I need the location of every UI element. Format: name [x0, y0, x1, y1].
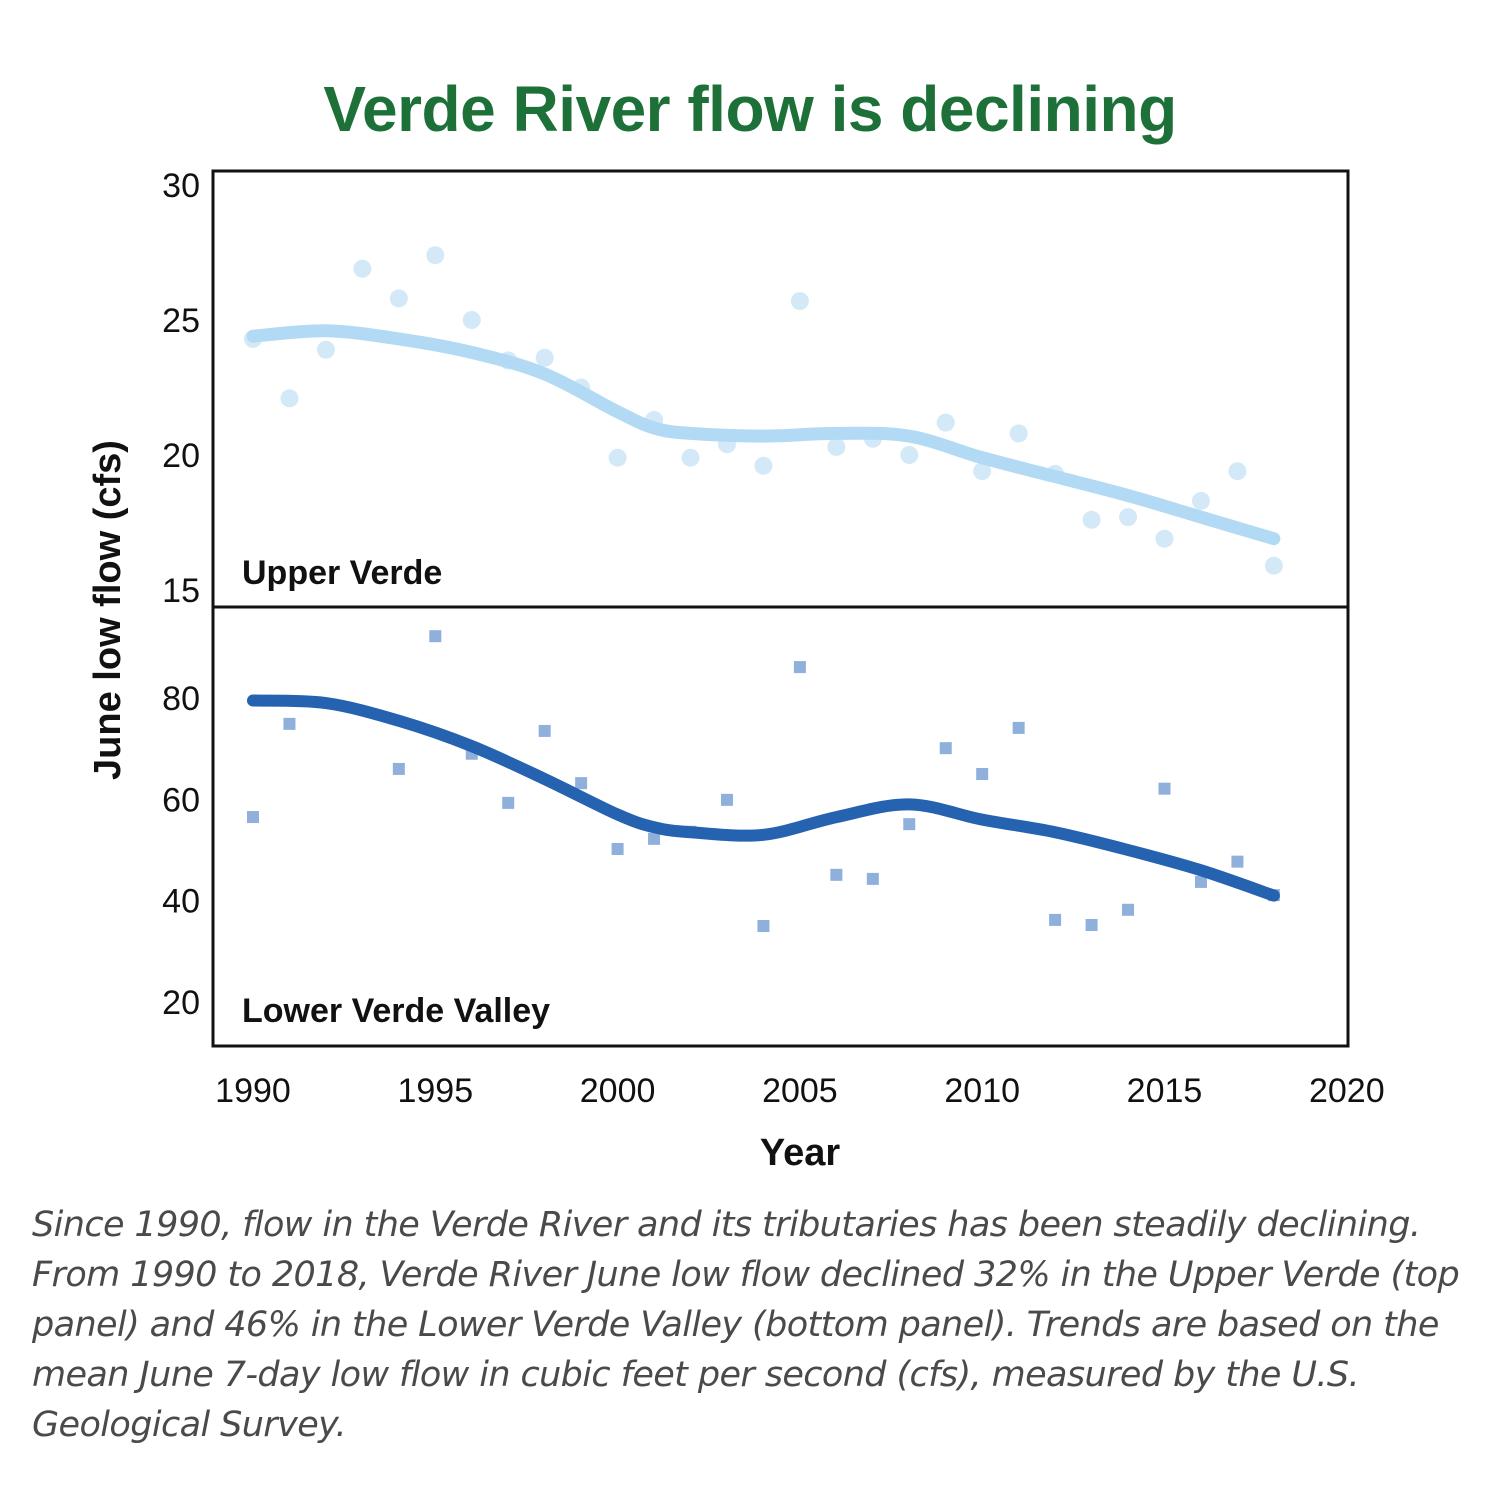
- data-point: [535, 348, 554, 367]
- x-tick-label: 2015: [1127, 1072, 1203, 1110]
- data-point: [754, 456, 773, 475]
- caption: Since 1990, flow in the Verde River and …: [32, 1205, 1460, 1445]
- data-point: [426, 246, 445, 265]
- data-point: [316, 340, 335, 359]
- data-point: [502, 796, 515, 809]
- data-point: [608, 448, 627, 467]
- data-point: [973, 462, 992, 481]
- data-point: [1012, 721, 1025, 734]
- data-point: [720, 793, 733, 806]
- data-point: [936, 413, 955, 432]
- y-tick-label: 25: [162, 302, 200, 340]
- data-point: [793, 661, 806, 674]
- y-tick-label: 20: [162, 437, 200, 475]
- upper-panel-frame: [211, 169, 1350, 609]
- upper-verde-points: [244, 246, 1283, 575]
- data-point: [1158, 782, 1171, 795]
- x-tick-label: 2020: [1309, 1072, 1385, 1110]
- data-point: [900, 446, 919, 464]
- data-point: [1264, 556, 1283, 575]
- x-tick-label: 2000: [580, 1072, 656, 1110]
- y-tick-label: 20: [162, 984, 200, 1022]
- upper-panel-label: Upper Verde: [242, 554, 442, 592]
- data-point: [827, 437, 846, 456]
- data-point: [1049, 913, 1062, 926]
- data-point: [1082, 510, 1101, 529]
- data-point: [429, 630, 442, 643]
- y-tick-label: 60: [162, 781, 200, 819]
- data-point: [1119, 508, 1138, 527]
- data-point: [976, 768, 989, 780]
- y-axis-ticks: 15 20 25 30 20 40 60 80: [162, 167, 200, 1022]
- data-point: [1122, 903, 1135, 916]
- data-point: [648, 832, 661, 845]
- lower-panel-label: Lower Verde Valley: [242, 992, 550, 1030]
- data-point: [830, 868, 843, 881]
- data-point: [903, 818, 916, 831]
- data-point: [575, 777, 588, 790]
- data-point: [283, 717, 296, 730]
- data-point: [247, 811, 259, 824]
- lower-verde-trend-line: [247, 694, 1280, 902]
- x-tick-label: 1990: [215, 1072, 291, 1110]
- data-point: [462, 311, 481, 329]
- data-point: [389, 289, 408, 308]
- data-point: [392, 762, 405, 775]
- data-point: [939, 742, 952, 755]
- lower-panel-frame: [211, 605, 1350, 1048]
- data-point: [1194, 875, 1207, 888]
- y-axis-label: June low flow (cfs): [87, 440, 129, 780]
- data-point: [611, 842, 624, 855]
- data-point: [790, 292, 809, 311]
- data-point: [866, 872, 879, 885]
- data-point: [1231, 855, 1244, 868]
- data-point: [757, 920, 770, 932]
- lower-verde-points: [247, 630, 1280, 932]
- x-axis-label: Year: [760, 1132, 841, 1174]
- data-point: [1155, 529, 1174, 548]
- data-point: [1191, 491, 1210, 510]
- y-tick-label: 15: [162, 572, 200, 610]
- x-tick-label: 1995: [397, 1072, 473, 1110]
- x-axis-ticks: 1990 1995 2000 2005 2010 2015 2020: [215, 1072, 1384, 1110]
- y-tick-label: 80: [162, 680, 200, 718]
- chart: Upper Verde Lower Verde Valley 15 20 25 30 2…: [87, 167, 1385, 1174]
- chart-title: Verde River flow is declining: [323, 73, 1177, 145]
- x-tick-label: 2010: [944, 1072, 1020, 1110]
- data-point: [280, 389, 299, 408]
- upper-verde-trend-line: [246, 324, 1281, 546]
- data-point: [538, 724, 551, 737]
- y-tick-label: 40: [162, 883, 200, 921]
- data-point: [681, 448, 700, 467]
- data-point: [1009, 424, 1028, 443]
- y-tick-label: 30: [162, 167, 200, 205]
- data-point: [1085, 918, 1098, 931]
- data-point: [1228, 462, 1247, 481]
- x-tick-label: 2005: [762, 1072, 838, 1110]
- data-point: [353, 259, 372, 278]
